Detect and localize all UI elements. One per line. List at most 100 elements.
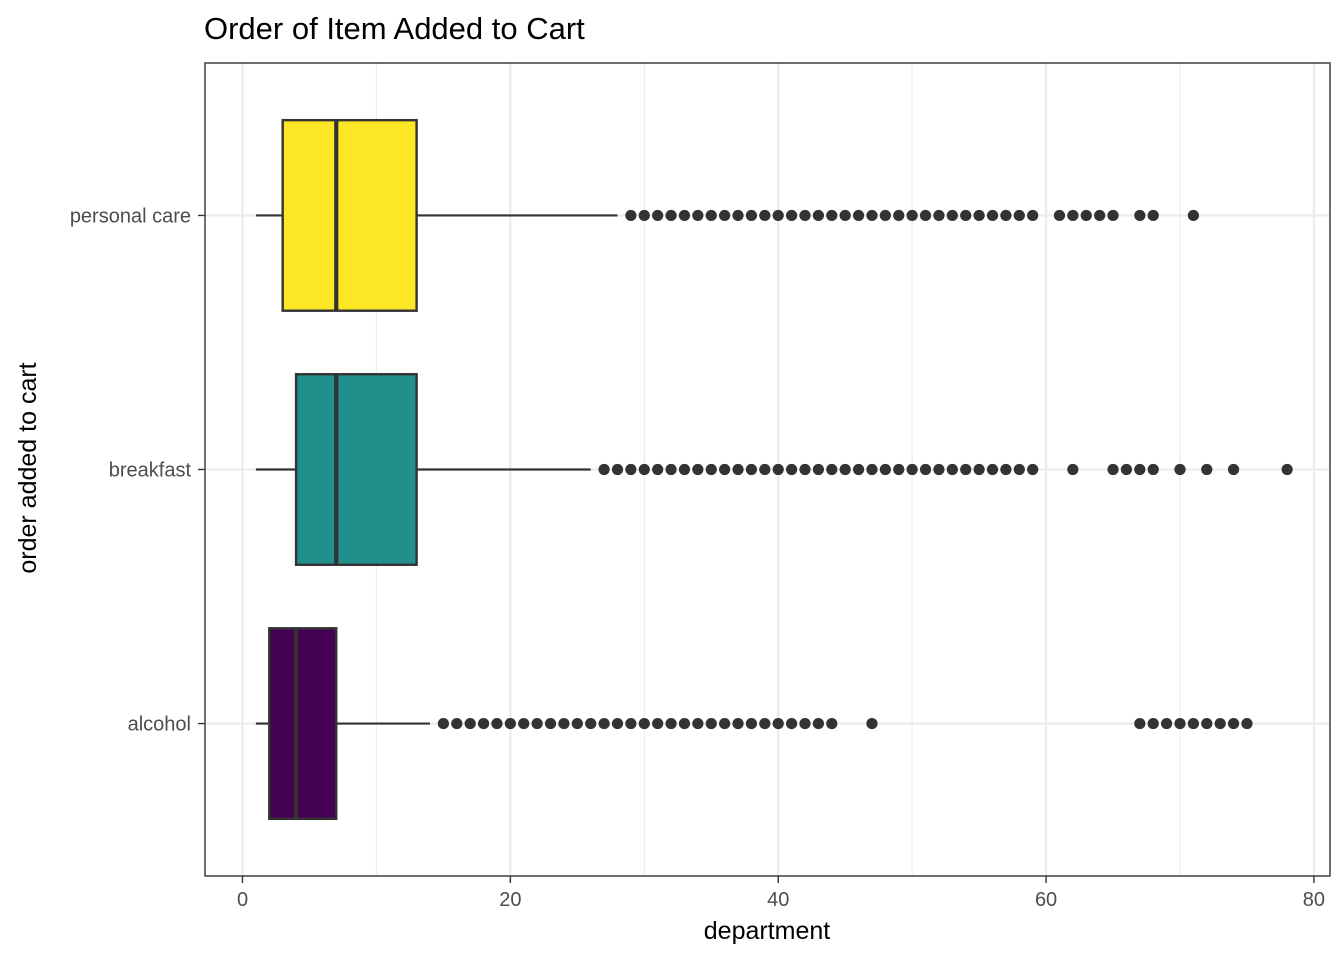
outlier-point [933,463,945,476]
outlier-point [732,717,744,730]
box-iqr [294,373,418,566]
outlier-point [705,209,717,222]
outlier-point [625,717,637,730]
box-iqr [281,118,418,312]
x-tick-label: 60 [1035,889,1057,911]
y-tick-label: alcohol [128,714,191,736]
outlier-point [719,463,731,476]
outlier-point [946,463,958,476]
outlier-point [772,463,784,476]
outlier-point [826,209,838,222]
outlier-point [1027,209,1039,222]
outlier-point [866,209,878,222]
outlier-point [1134,209,1146,222]
outlier-point [812,463,824,476]
outlier-point [893,463,905,476]
outlier-point [665,717,677,730]
plot-panel [204,62,1331,877]
outlier-point [879,209,891,222]
outlier-point [491,717,503,730]
outlier-point [1107,209,1119,222]
outlier-point [732,209,744,222]
outlier-point [732,463,744,476]
outlier-point [678,717,691,730]
outlier-point [1227,717,1240,730]
outlier-point [652,463,664,476]
outlier-point [839,209,851,222]
outlier-point [1120,463,1133,476]
outlier-point [986,463,999,476]
box-iqr [268,627,338,821]
outlier-point [1147,463,1159,476]
outlier-point [839,463,851,476]
outlier-point [812,209,824,222]
outlier-point [1053,209,1066,222]
outlier-point [973,209,985,222]
outlier-point [638,209,650,222]
outlier-point [759,717,771,730]
outlier-point [799,209,811,222]
boxplot-alcohol [255,627,1253,821]
y-tick-label: breakfast [109,460,192,482]
outlier-point [1094,209,1106,222]
outlier-point [812,717,824,730]
outlier-point [786,463,798,476]
outlier-point [705,717,717,730]
outlier-point [1161,717,1173,730]
outlier-point [1067,463,1079,476]
outlier-point [1201,717,1213,730]
outlier-point [786,209,798,222]
outlier-point [1187,209,1199,222]
outlier-point [866,463,878,476]
outlier-point [638,717,650,730]
outlier-point [772,209,784,222]
outlier-point [678,463,691,476]
x-tick-label: 0 [237,889,248,911]
outlier-point [759,209,771,222]
outlier-point [625,209,637,222]
outlier-point [1000,209,1012,222]
outlier-point [879,463,891,476]
outlier-point [518,717,530,730]
chart-title: Order of Item Added to Cart [204,11,585,46]
outlier-point [1134,717,1146,730]
x-axis-title: department [704,917,831,945]
outlier-point [652,717,664,730]
outlier-point [665,209,677,222]
outlier-point [852,463,865,476]
outlier-point [826,717,838,730]
outlier-point [437,717,449,730]
outlier-point [946,209,958,222]
outlier-point [1013,209,1025,222]
outlier-point [692,717,704,730]
outlier-point [893,209,905,222]
outlier-point [451,717,463,730]
outlier-point [678,209,691,222]
outlier-point [786,717,798,730]
outlier-point [1080,209,1092,222]
outlier-point [598,717,610,730]
outlier-point [665,463,677,476]
outlier-point [1214,717,1226,730]
x-axis: 0 20 40 60 80 [237,876,1325,911]
outlier-point [1241,717,1253,730]
outlier-point [1107,463,1119,476]
outlier-point [1134,463,1146,476]
y-axis-title: order added to cart [14,362,42,573]
outlier-point [558,717,570,730]
outlier-point [919,209,932,222]
outlier-point [1000,463,1012,476]
y-tick-label: personal care [70,205,191,227]
outlier-point [933,209,945,222]
outlier-point [960,209,972,222]
outlier-point [1147,717,1159,730]
outlier-point [638,463,650,476]
outlier-point [1174,717,1186,730]
outlier-point [719,717,731,730]
outlier-point [477,717,490,730]
outlier-point [625,463,637,476]
outlier-point [719,209,731,222]
outlier-point [544,717,557,730]
outlier-point [1201,463,1213,476]
